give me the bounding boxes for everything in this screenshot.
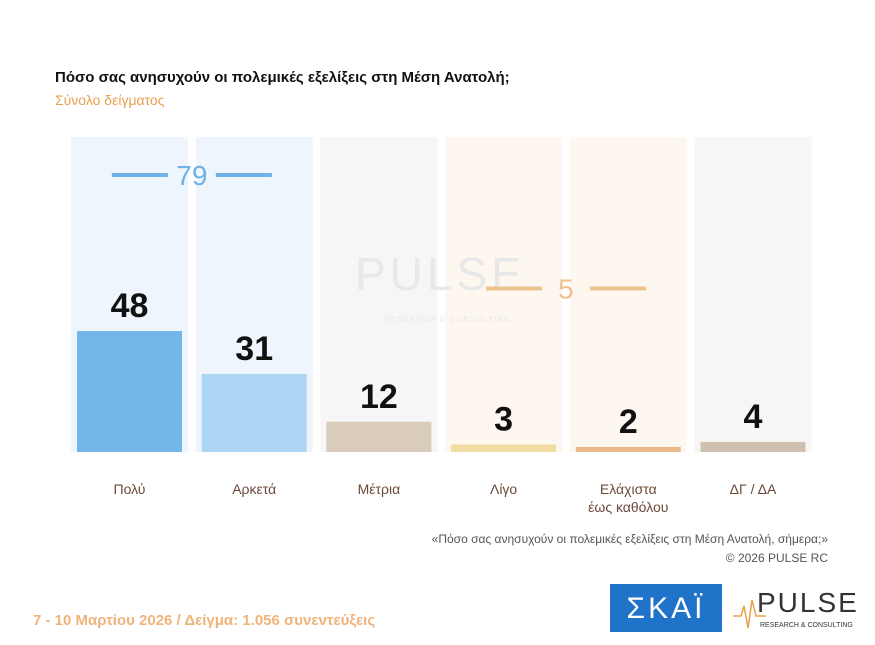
- watermark-sub: RESEARCH & CONSULTING: [384, 315, 511, 324]
- column-bg: [320, 137, 438, 452]
- chart-title: Πόσο σας ανησυχούν οι πολεμικές εξελίξει…: [55, 69, 510, 86]
- category-label: Λίγο: [489, 481, 518, 497]
- bar: [77, 331, 182, 452]
- group-total: 79: [176, 160, 207, 191]
- footer: 7 - 10 Μαρτίου 2026 / Δείγμα: 1.056 συνε…: [33, 612, 375, 629]
- value-label: 12: [360, 378, 398, 416]
- chart-subtitle: Σύνολο δείγματος: [55, 92, 165, 108]
- value-label: 4: [744, 398, 763, 436]
- pulse-logo-sub: RESEARCH & CONSULTING: [760, 622, 853, 629]
- note: «Πόσο σας ανησυχούν οι πολεμικές εξελίξε…: [432, 532, 829, 546]
- value-label: 3: [494, 400, 513, 438]
- group-total: 5: [558, 273, 574, 304]
- column-bg: [569, 137, 687, 452]
- pulse-logo: PULSE: [757, 587, 859, 618]
- value-label: 31: [235, 330, 273, 368]
- value-label: 2: [619, 403, 638, 441]
- skai-logo: ΣΚΑΪ: [627, 592, 706, 625]
- category-label: Ελάχιστα έως καθόλου: [588, 481, 669, 515]
- category-label: Μέτρια: [357, 481, 401, 497]
- category-label: Πολύ: [113, 481, 146, 497]
- bar: [201, 373, 307, 452]
- pulse-logo-icon: [733, 599, 766, 629]
- bar: [575, 446, 681, 452]
- category-label: Αρκετά: [232, 481, 277, 497]
- bar: [326, 421, 432, 452]
- bar: [700, 441, 806, 452]
- value-label: 48: [111, 287, 149, 325]
- column-bg: [694, 137, 812, 452]
- watermark: PULSE: [355, 248, 526, 300]
- column-bg: [445, 137, 563, 452]
- skai-logo-bg: [610, 584, 722, 632]
- bar: [451, 444, 557, 452]
- copyright: © 2026 PULSE RC: [726, 551, 829, 565]
- category-label: ΔΓ / ΔΑ: [729, 481, 777, 497]
